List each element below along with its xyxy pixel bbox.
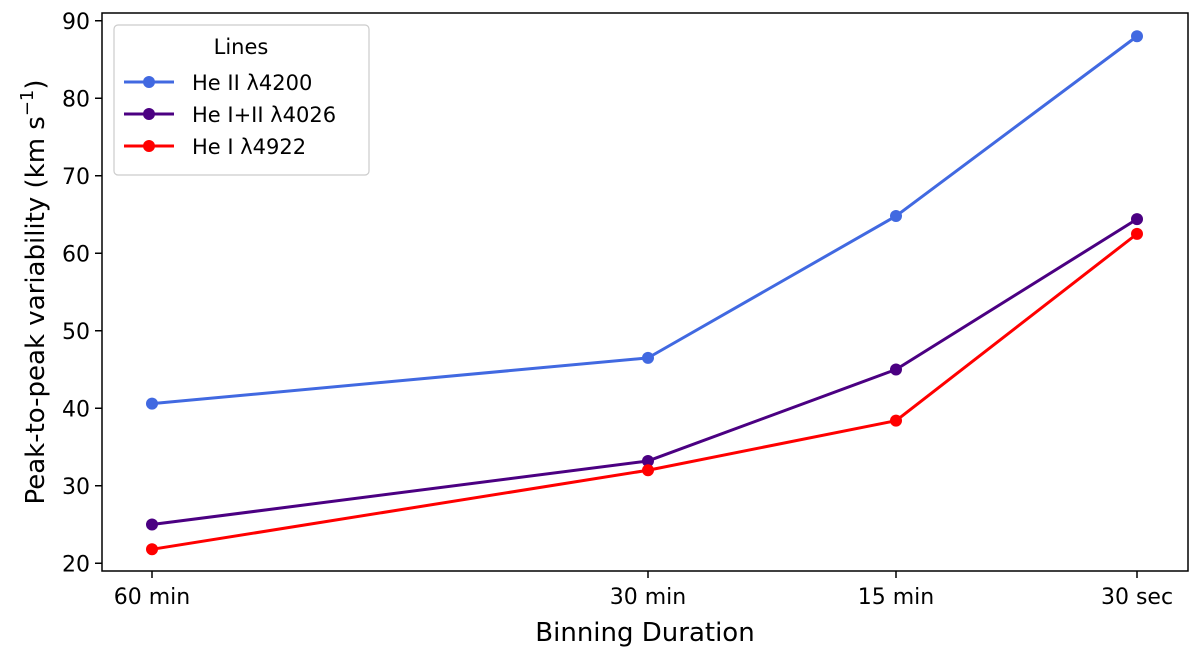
- series-0: [146, 30, 1143, 410]
- y-tick-label: 80: [62, 87, 90, 112]
- legend-title: Lines: [214, 35, 269, 59]
- legend-entry: He I λ4922: [124, 135, 306, 159]
- x-tick-label: 30 min: [610, 585, 686, 610]
- data-point: [1131, 227, 1143, 240]
- series-line: [151, 232, 1138, 551]
- data-point: [1131, 213, 1143, 226]
- series-1: [146, 213, 1143, 531]
- y-tick-label: 90: [62, 10, 90, 35]
- legend-label: He I λ4922: [192, 135, 306, 159]
- y-tick-label: 50: [62, 320, 90, 345]
- data-point: [642, 464, 654, 477]
- data-point: [890, 210, 902, 223]
- legend-marker-swatch: [143, 108, 155, 120]
- legend-frame: [113, 24, 370, 176]
- data-point: [890, 414, 902, 427]
- x-axis-label: Binning Duration: [535, 618, 754, 648]
- data-point: [890, 363, 902, 376]
- y-tick-label: 60: [62, 242, 90, 267]
- x-tick-label: 15 min: [858, 585, 934, 610]
- y-tick-label: 30: [62, 475, 90, 500]
- data-point: [1131, 30, 1143, 43]
- series-line: [151, 217, 1138, 526]
- legend-label: He II λ4200: [192, 71, 312, 95]
- y-axis-label-main: Peak-to-peak variability (km s: [21, 116, 51, 504]
- data-point: [642, 454, 654, 467]
- data-point: [146, 397, 158, 410]
- y-axis-label: Peak-to-peak variability (km s−1): [17, 79, 51, 504]
- x-tick-label: 30 sec: [1101, 585, 1173, 610]
- y-tick-label: 70: [62, 165, 90, 190]
- legend-label: He I+II λ4026: [192, 103, 336, 127]
- x-axis: 60 min 30 min 15 min 30 sec: [114, 571, 1173, 610]
- data-point: [642, 351, 654, 364]
- y-tick-label: 20: [62, 552, 90, 577]
- y-axis-label-superscript: −1: [17, 90, 38, 117]
- legend: Lines He II λ4200 He I+II λ4026 He I λ4922: [113, 24, 370, 176]
- y-tick-label: 40: [62, 397, 90, 422]
- x-tick-label: 60 min: [114, 585, 190, 610]
- y-axis-label-suffix: ): [21, 79, 51, 89]
- data-point: [146, 543, 158, 556]
- legend-entry: He II λ4200: [124, 71, 312, 95]
- y-axis: 20 30 40 50 60 70 80 90: [62, 10, 102, 577]
- series-2: [146, 227, 1143, 556]
- series-line: [151, 35, 1138, 406]
- data-point: [146, 518, 158, 531]
- legend-entry: He I+II λ4026: [124, 103, 336, 127]
- legend-marker-swatch: [143, 76, 155, 88]
- legend-marker-swatch: [143, 140, 155, 152]
- series-layer: [146, 30, 1143, 556]
